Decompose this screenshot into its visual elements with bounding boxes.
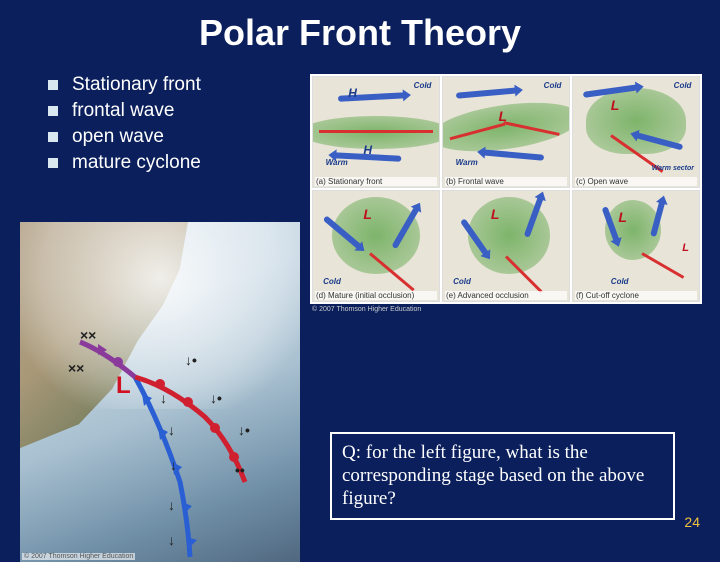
diagram-caption: (d) Mature (initial occlusion) [315,291,437,300]
bullet-label: mature cyclone [72,152,201,174]
label-l: L [491,206,500,222]
diagram-cell-c: L Cold Warm sector (c) Open wave [572,76,700,188]
diagram-caption: (b) Frontal wave [445,177,567,186]
list-item: open wave [48,126,288,148]
question-text: Q: for the left figure, what is the corr… [342,442,644,509]
label-l: L [363,206,372,222]
bullet-label: Stationary front [72,74,201,96]
label-cold: Cold [323,277,341,286]
label-l: L [611,97,620,113]
label-l: L [618,209,627,225]
satellite-map-figure: L ×× ×× ↓• ↓• ↓ ↓ ↓• ↓ •• ↓ ↓ © 2007 Tho… [20,222,300,562]
diagram-cell-f: L L Cold (f) Cut-off cyclone [572,190,700,302]
page-number: 24 [684,514,700,530]
bullet-square-icon [48,80,58,90]
bullet-square-icon [48,158,58,168]
diagram-cell-b: L Cold Warm (b) Frontal wave [442,76,570,188]
diagram-caption: (a) Stationary front [315,177,437,186]
label-l: L [498,108,507,124]
label-cold: Cold [414,81,432,90]
bullet-list: Stationary front frontal wave open wave … [48,74,288,178]
label-cold: Cold [674,81,692,90]
cyclone-stages-diagram: H H Cold Warm (a) Stationary front L Col… [310,74,702,304]
list-item: mature cyclone [48,152,288,174]
label-cold: Cold [544,81,562,90]
bullet-square-icon [48,132,58,142]
content-area: Stationary front frontal wave open wave … [0,62,720,532]
diagram-copyright: © 2007 Thomson Higher Education [312,306,421,313]
bullet-label: open wave [72,126,164,148]
label-h: H [348,86,357,100]
list-item: Stationary front [48,74,288,96]
label-l: L [682,242,689,254]
low-pressure-marker: L [116,372,131,400]
label-cold: Cold [611,277,629,286]
diagram-cell-e: L Cold (e) Advanced occlusion [442,190,570,302]
diagram-caption: (f) Cut-off cyclone [575,291,697,300]
diagram-caption: (c) Open wave [575,177,697,186]
label-cold: Cold [453,277,471,286]
label-h: H [363,143,372,157]
bullet-square-icon [48,106,58,116]
list-item: frontal wave [48,100,288,122]
bullet-label: frontal wave [72,100,174,122]
diagram-cell-d: L Cold (d) Mature (initial occlusion) [312,190,440,302]
label-warm: Warm [326,158,348,167]
label-warm: Warm sector [652,165,694,172]
map-copyright: © 2007 Thomson Higher Education [22,553,135,560]
slide-title: Polar Front Theory [0,0,720,62]
diagram-caption: (e) Advanced occlusion [445,291,567,300]
diagram-cell-a: H H Cold Warm (a) Stationary front [312,76,440,188]
question-box: Q: for the left figure, what is the corr… [330,432,675,520]
label-warm: Warm [456,158,478,167]
